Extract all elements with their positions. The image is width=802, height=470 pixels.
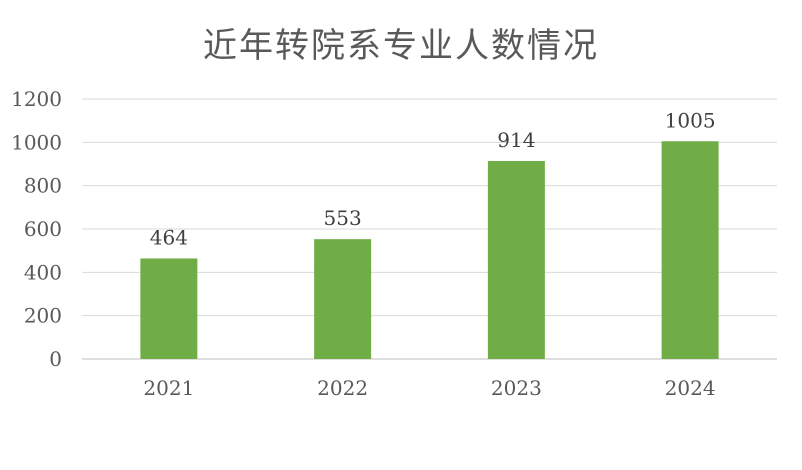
y-tick-label: 600	[24, 217, 62, 241]
bar	[140, 258, 198, 359]
data-label: 464	[150, 225, 188, 249]
bar	[314, 239, 372, 359]
y-tick-label: 1000	[11, 130, 62, 154]
bar	[661, 141, 719, 359]
data-label: 553	[324, 206, 362, 230]
y-tick-label: 200	[24, 304, 62, 328]
y-tick-label: 800	[24, 174, 62, 198]
bar	[487, 160, 545, 359]
chart-title: 近年转院系专业人数情况	[203, 26, 599, 66]
x-tick-label: 2023	[491, 376, 542, 400]
y-tick-label: 1200	[11, 87, 62, 111]
x-tick-label: 2022	[317, 376, 368, 400]
x-tick-label: 2021	[143, 376, 194, 400]
x-tick-label: 2024	[665, 376, 716, 400]
data-label: 1005	[665, 108, 716, 132]
y-tick-label: 400	[24, 260, 62, 284]
y-tick-label: 0	[49, 347, 62, 371]
data-label: 914	[497, 128, 535, 152]
